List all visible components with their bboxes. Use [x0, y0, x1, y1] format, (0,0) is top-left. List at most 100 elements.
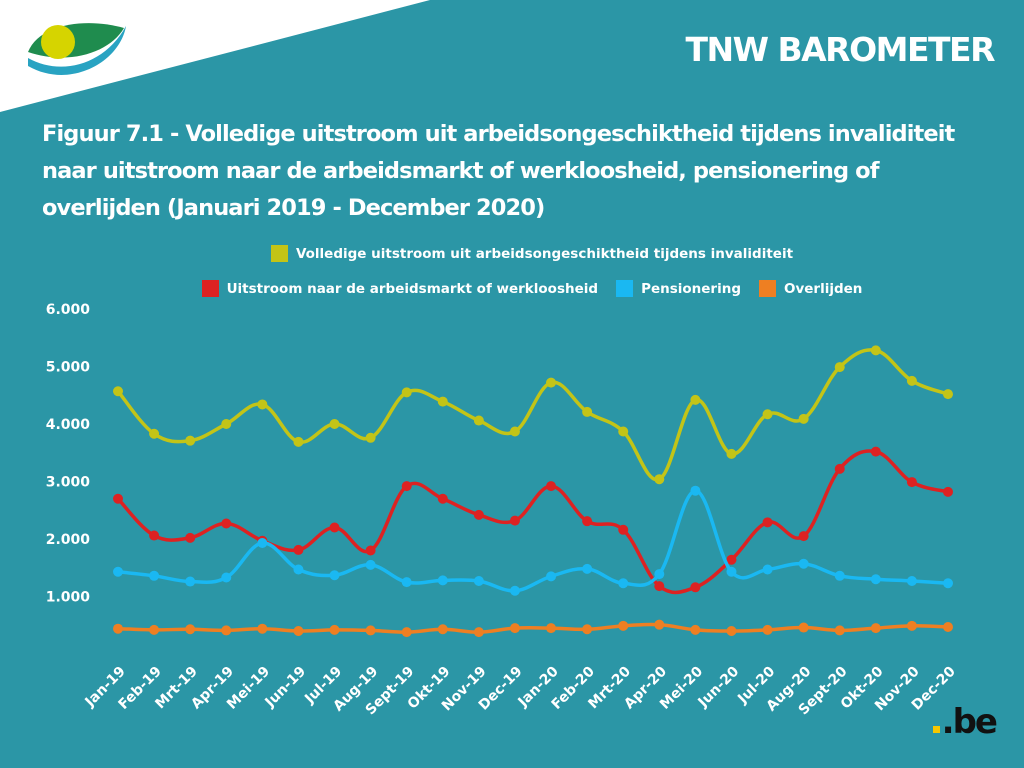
data-point-labor: [762, 517, 773, 528]
data-point-pension: [149, 570, 160, 581]
data-point-labor: [798, 531, 809, 542]
data-point-labor: [401, 481, 412, 492]
data-point-pension: [509, 585, 520, 596]
series-line-pension: [117, 488, 949, 593]
data-point-labor: [185, 532, 196, 543]
data-point-pension: [113, 566, 123, 577]
data-point-pension: [762, 564, 773, 575]
data-point-pension: [690, 485, 701, 496]
y-tick-label: 6.000: [46, 302, 91, 318]
data-point-labor: [582, 516, 593, 527]
y-tick-label: 2.000: [46, 532, 91, 548]
data-point-total: [834, 362, 845, 373]
legend-item-death: Overlijden: [759, 280, 862, 297]
data-point-death: [509, 623, 520, 634]
chart-title: Figuur 7.1 - Volledige uitstroom uit arb…: [42, 121, 955, 221]
data-point-total: [618, 426, 629, 437]
data-point-pension: [546, 571, 557, 582]
data-point-death: [365, 625, 376, 636]
series-line-total: [116, 348, 949, 482]
data-point-total: [906, 375, 917, 386]
be-logo: .be: [932, 702, 998, 742]
data-point-total: [654, 474, 665, 485]
legend-item-total: Volledige uitstroom uit arbeidsongeschik…: [270, 245, 794, 262]
data-point-total: [293, 436, 304, 447]
data-point-pension: [726, 566, 737, 577]
data-point-pension: [401, 577, 412, 588]
data-point-labor: [365, 545, 376, 556]
y-tick-label: 3.000: [46, 475, 91, 491]
y-tick-label: 1.000: [46, 590, 91, 606]
legend-swatch-labor: [201, 280, 219, 297]
data-point-pension: [293, 564, 304, 575]
data-point-death: [473, 627, 484, 638]
data-point-death: [798, 622, 809, 633]
data-point-labor: [437, 493, 448, 504]
data-point-total: [401, 387, 412, 398]
data-point-labor: [293, 544, 304, 555]
data-point-labor: [221, 518, 232, 529]
data-point-total: [185, 435, 196, 446]
data-point-labor: [726, 554, 737, 565]
data-point-total: [690, 394, 701, 405]
legend-item-pension: Pensionering: [616, 280, 741, 297]
legend-swatch-death: [759, 280, 776, 297]
data-point-labor: [149, 530, 160, 541]
data-point-total: [726, 448, 737, 459]
data-point-death: [654, 619, 665, 630]
data-point-total: [943, 389, 953, 400]
data-point-death: [726, 626, 737, 636]
data-point-labor: [546, 481, 557, 492]
data-point-death: [546, 623, 557, 634]
data-point-pension: [834, 570, 845, 581]
series-line-death: [117, 622, 949, 634]
data-point-labor: [834, 463, 845, 474]
data-point-pension: [473, 575, 484, 586]
brand-title: TNW BAROMETER: [685, 30, 995, 69]
data-point-pension: [582, 563, 593, 574]
data-point-death: [221, 625, 232, 636]
data-point-death: [870, 623, 881, 634]
data-point-total: [149, 428, 160, 439]
data-point-total: [257, 399, 268, 410]
data-point-pension: [329, 570, 340, 581]
belgian-inami-logo-icon: [28, 23, 126, 75]
data-point-death: [185, 624, 196, 635]
data-point-pension: [618, 578, 629, 589]
data-point-death: [690, 624, 701, 635]
data-point-labor: [870, 446, 881, 457]
legend-swatch-pension: [616, 280, 634, 297]
data-point-labor: [509, 515, 520, 526]
data-point-death: [762, 624, 773, 635]
data-point-death: [293, 626, 304, 636]
legend-label-total: Volledige uitstroom uit arbeidsongeschik…: [295, 245, 794, 262]
data-point-total: [221, 419, 232, 429]
data-point-death: [437, 624, 448, 635]
data-point-pension: [185, 576, 196, 587]
data-point-pension: [654, 569, 665, 580]
data-point-death: [113, 623, 123, 634]
data-point-pension: [870, 574, 881, 585]
data-point-labor: [473, 509, 484, 520]
data-point-total: [365, 432, 376, 443]
data-point-death: [329, 624, 340, 635]
data-point-death: [401, 627, 412, 638]
data-point-pension: [221, 572, 232, 583]
data-point-pension: [943, 578, 953, 589]
be-logo-text: .be: [941, 702, 998, 742]
data-point-death: [906, 620, 917, 631]
legend-label-pension: Pensionering: [641, 280, 741, 297]
data-point-death: [943, 621, 953, 632]
legend-swatch-total: [270, 245, 288, 262]
legend-item-labor: Uitstroom naar de arbeidsmarkt of werklo…: [201, 280, 598, 297]
y-tick-label: 5.000: [46, 360, 91, 376]
data-point-labor: [690, 582, 701, 593]
data-point-labor: [113, 493, 123, 504]
data-point-total: [798, 413, 809, 424]
data-point-total: [509, 426, 520, 437]
data-point-death: [834, 625, 845, 636]
legend-label-death: Overlijden: [784, 280, 863, 297]
data-point-death: [582, 624, 593, 635]
